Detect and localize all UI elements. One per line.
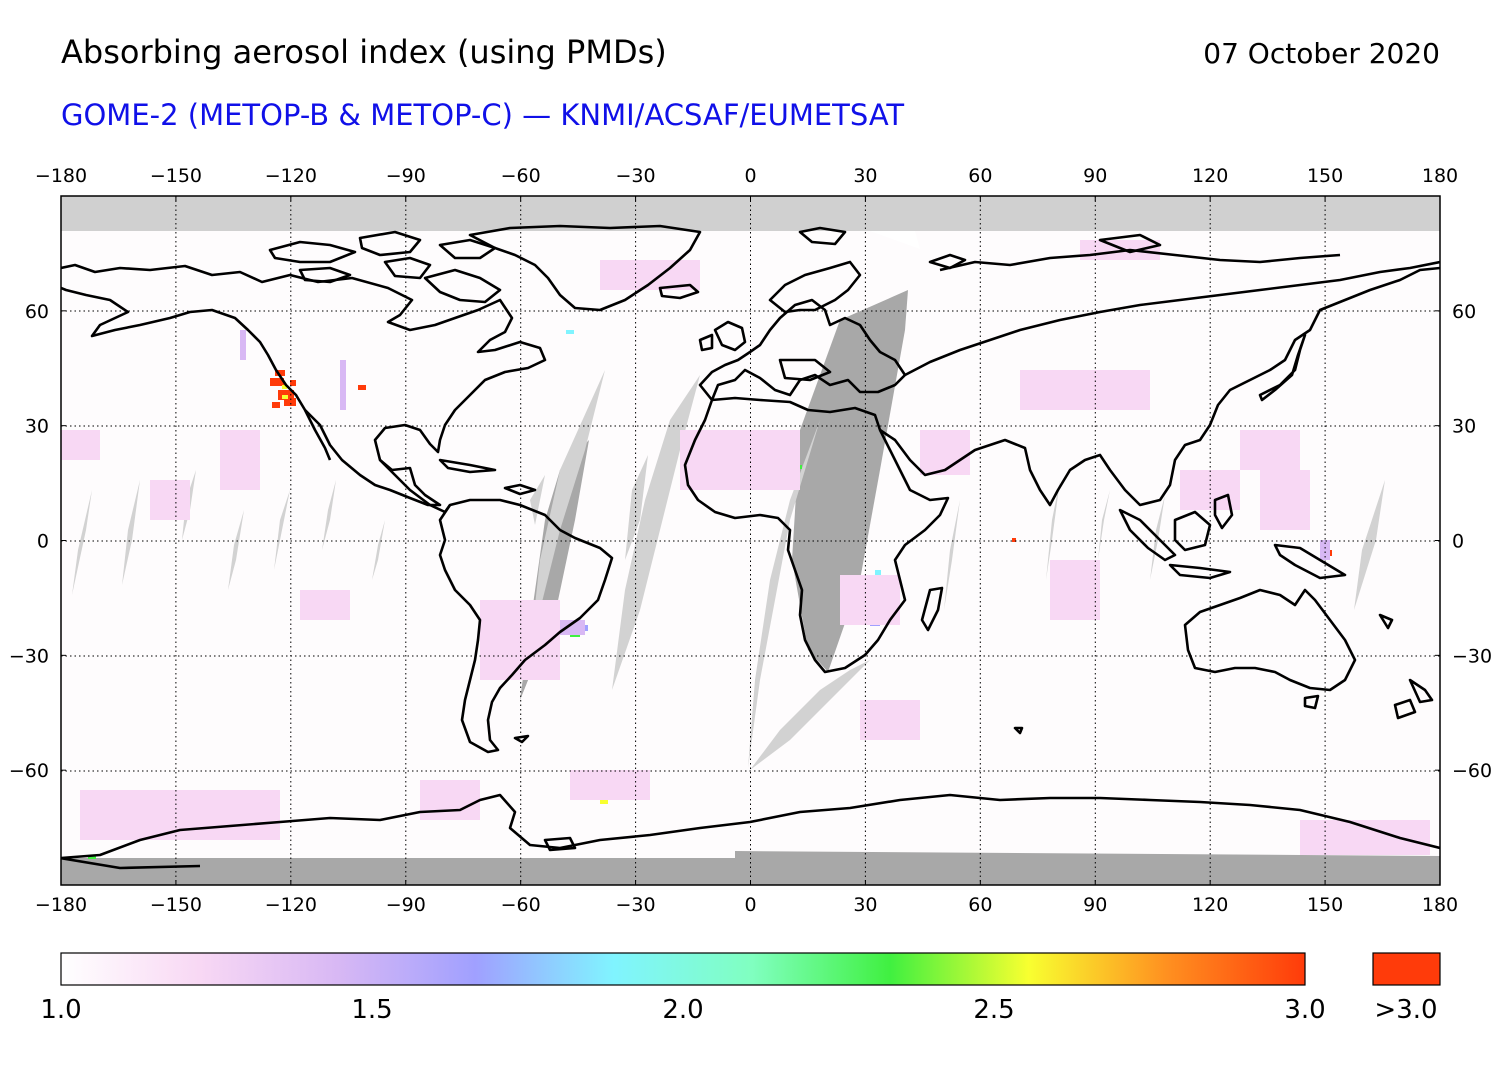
colorbar-overflow-box bbox=[1372, 952, 1441, 986]
orbit-gap-light-2 bbox=[612, 375, 700, 690]
lat-labels-right: 60 30 0 −30 −60 bbox=[1452, 301, 1492, 782]
coast-australia bbox=[1183, 588, 1357, 692]
lat-tick-label-left: 30 bbox=[25, 416, 49, 438]
lon-labels-bottom: −180 −150 −120 −90 −60 −30 0 30 60 90 120 150 180 bbox=[35, 894, 1458, 916]
colorbar-tick-label: 1.5 bbox=[351, 995, 393, 1025]
lat-tick-label-right: −30 bbox=[1452, 645, 1492, 667]
lon-tick-label-bottom: −30 bbox=[616, 894, 656, 916]
coast-greenland bbox=[468, 224, 702, 312]
orbit-gap-light-6 bbox=[530, 475, 545, 525]
lat-labels-left: 60 30 0 −30 −60 bbox=[9, 301, 49, 782]
lon-tick-label-top: 90 bbox=[1083, 165, 1107, 187]
lon-tick-label-top: 120 bbox=[1192, 165, 1228, 187]
colorbar-overflow-label: >3.0 bbox=[1374, 995, 1438, 1025]
orbit-gap-light-3 bbox=[625, 455, 648, 560]
coast-north-america bbox=[61, 263, 547, 507]
colorbar-tick-label: 2.5 bbox=[973, 995, 1015, 1025]
coastlines bbox=[61, 224, 1440, 870]
lon-tick-label-bottom: −120 bbox=[265, 894, 317, 916]
lat-tick-label-right: 60 bbox=[1452, 301, 1476, 323]
coast-south-america bbox=[438, 498, 614, 754]
lon-tick-label-top: 30 bbox=[853, 165, 877, 187]
colorbar-tick-label: 2.0 bbox=[662, 995, 704, 1025]
lon-tick-label-bottom: 30 bbox=[853, 894, 877, 916]
coast-africa bbox=[683, 396, 950, 674]
lat-tick-label-left: −60 bbox=[9, 760, 49, 782]
colorbar-tick-label: 1.0 bbox=[40, 995, 82, 1025]
lon-tick-label-bottom: 120 bbox=[1192, 894, 1228, 916]
lon-tick-label-top: 150 bbox=[1307, 165, 1343, 187]
aerosol-plumes bbox=[61, 240, 1430, 859]
north-band-notch bbox=[870, 231, 920, 249]
lon-tick-label-top: −150 bbox=[150, 165, 202, 187]
lon-tick-label-top: −90 bbox=[386, 165, 426, 187]
axis-ticks bbox=[60, 196, 1441, 885]
lon-tick-label-bottom: −180 bbox=[35, 894, 87, 916]
lon-tick-label-bottom: 0 bbox=[744, 894, 756, 916]
lon-tick-label-bottom: 90 bbox=[1083, 894, 1107, 916]
lat-tick-label-right: 30 bbox=[1452, 416, 1476, 438]
lat-tick-label-right: −60 bbox=[1452, 760, 1492, 782]
lon-labels-top: −180 −150 −120 −90 −60 −30 0 30 60 90 120 150 180 bbox=[35, 165, 1458, 187]
lon-tick-label-bottom: −60 bbox=[501, 894, 541, 916]
orbit-gap-light-5 bbox=[750, 660, 870, 770]
lon-tick-label-bottom: −150 bbox=[150, 894, 202, 916]
lat-tick-label-left: −30 bbox=[9, 645, 49, 667]
narrow-orbit-gaps bbox=[72, 470, 1385, 610]
lat-tick-label-right: 0 bbox=[1452, 531, 1464, 553]
coast-europe bbox=[698, 298, 907, 402]
colorbar bbox=[60, 952, 1306, 986]
coast-asia bbox=[879, 266, 1440, 507]
lon-tick-label-top: −180 bbox=[35, 165, 87, 187]
lat-tick-label-left: 60 bbox=[25, 301, 49, 323]
coast-antarctica bbox=[61, 793, 1440, 860]
graticule bbox=[61, 196, 1440, 885]
colorbar-tick-label: 3.0 bbox=[1284, 995, 1326, 1025]
lon-tick-label-top: −30 bbox=[616, 165, 656, 187]
lon-tick-label-bottom: 150 bbox=[1307, 894, 1343, 916]
lon-tick-label-bottom: 180 bbox=[1422, 894, 1458, 916]
lon-tick-label-top: 0 bbox=[744, 165, 756, 187]
lon-tick-label-bottom: −90 bbox=[386, 894, 426, 916]
subtitle: GOME-2 (METOP-B & METOP-C) — KNMI/ACSAF/… bbox=[61, 98, 905, 132]
page-title: Absorbing aerosol index (using PMDs) bbox=[61, 33, 667, 71]
lon-tick-label-top: −60 bbox=[501, 165, 541, 187]
orbit-gap-dark-africa bbox=[792, 290, 908, 672]
lon-tick-label-top: 60 bbox=[968, 165, 992, 187]
lon-tick-label-top: 180 bbox=[1422, 165, 1458, 187]
lon-tick-label-top: −120 bbox=[265, 165, 317, 187]
date-label: 07 October 2020 bbox=[1203, 37, 1440, 70]
orbit-gap-light-1 bbox=[530, 370, 605, 650]
lat-tick-label-left: 0 bbox=[37, 531, 49, 553]
lon-tick-label-bottom: 60 bbox=[968, 894, 992, 916]
